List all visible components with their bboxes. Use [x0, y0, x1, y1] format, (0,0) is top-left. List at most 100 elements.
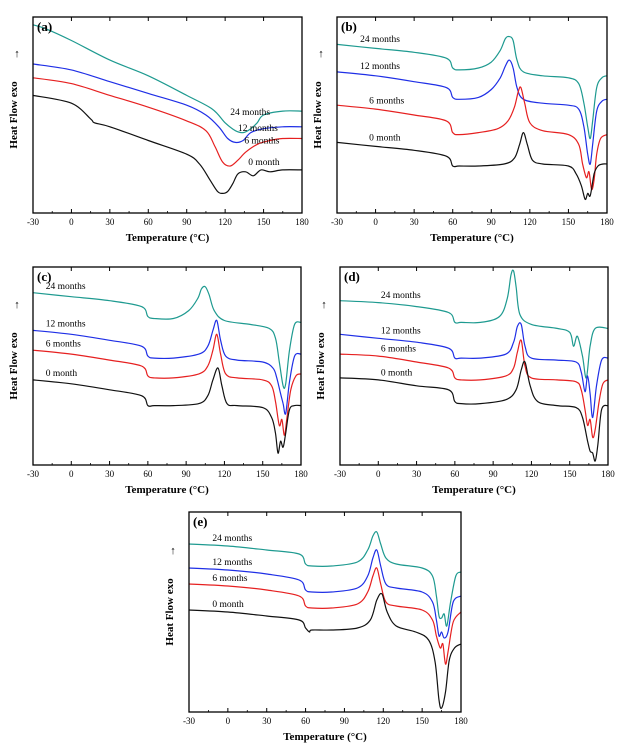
exo-arrow-icon: ↑ [321, 299, 327, 311]
x-axis-title: Temperature (°C) [283, 731, 367, 743]
exo-arrow-icon: ↑ [14, 48, 20, 60]
series-label: 24 months [212, 534, 252, 544]
x-tick-label: 0 [376, 469, 381, 479]
x-tick-label: 30 [105, 217, 115, 227]
x-tick-label: 180 [600, 217, 614, 227]
x-tick-label: 180 [294, 469, 308, 479]
x-tick-label: -30 [331, 217, 343, 227]
series-curve-0-month [32, 367, 302, 454]
exo-arrow-icon: ↑ [170, 545, 176, 557]
x-tick-label: 30 [262, 716, 272, 726]
x-tick-label: 30 [410, 217, 420, 227]
chart-panel-b: 24 months 12 months 6 months 0 month -30 0 30 6… [312, 16, 614, 244]
series-curve-0-month [339, 360, 609, 462]
series-label: 12 months [381, 327, 421, 337]
x-tick-label: 120 [218, 217, 232, 227]
x-tick-label: 90 [489, 469, 499, 479]
series-label: 0 month [46, 369, 78, 379]
series-label: 0 month [248, 158, 280, 168]
x-tick-label: 90 [182, 469, 192, 479]
x-axis-title: Temperature (°C) [125, 484, 209, 496]
x-tick-label: 60 [144, 217, 154, 227]
y-axis-title: Heat Flow exo [164, 578, 176, 646]
series-curve-24-months [336, 35, 608, 140]
x-tick-label: 120 [377, 716, 391, 726]
x-tick-label: 150 [562, 217, 576, 227]
series-curve-6-months [339, 339, 609, 439]
plot-frame [336, 16, 608, 214]
x-tick-label: 0 [226, 716, 231, 726]
x-tick-label: 150 [415, 716, 429, 726]
series-label: 6 months [369, 96, 404, 106]
chart-panel-c: 24 months 12 months 6 months 0 month -30 0 30 6… [8, 266, 308, 496]
x-axis-title: Temperature (°C) [430, 232, 514, 244]
x-tick-label: 180 [295, 217, 309, 227]
panel-label: (a) [37, 19, 52, 34]
panel-label: (d) [344, 269, 360, 284]
series-label: 24 months [360, 35, 400, 45]
series-label: 6 months [381, 344, 416, 354]
series-label: 0 month [381, 368, 413, 378]
series-curve-24-months [188, 531, 462, 627]
series-label: 24 months [46, 282, 86, 292]
x-tick-label: 120 [523, 217, 537, 227]
x-tick-label: 150 [256, 469, 270, 479]
x-tick-label: 90 [340, 716, 350, 726]
exo-arrow-icon: ↑ [318, 48, 324, 60]
panel-label: (c) [37, 269, 51, 284]
series-curve-0-month [32, 94, 303, 195]
y-axis-title: Heat Flow exo [8, 332, 20, 400]
x-tick-label: 60 [448, 217, 458, 227]
x-tick-label: 90 [487, 217, 497, 227]
x-tick-label: 150 [563, 469, 577, 479]
series-label: 6 months [244, 137, 279, 147]
x-tick-label: 30 [105, 469, 115, 479]
y-axis-title: Heat Flow exo [312, 81, 324, 149]
x-tick-label: -30 [27, 469, 39, 479]
x-tick-label: -30 [183, 716, 195, 726]
panel-label: (b) [341, 19, 357, 34]
x-tick-label: -30 [27, 217, 39, 227]
x-axis-title: Temperature (°C) [432, 484, 516, 496]
series-label: 24 months [230, 108, 270, 118]
series-label: 12 months [360, 62, 400, 72]
series-curve-24-months [339, 269, 609, 379]
x-tick-label: 120 [218, 469, 232, 479]
series-label: 0 month [369, 134, 401, 144]
series-curve-0-month [188, 592, 462, 709]
series-curve-12-months [336, 59, 608, 166]
x-tick-label: 0 [69, 469, 74, 479]
chart-panel-d: 24 months 12 months 6 months 0 month -30 0 30 6… [315, 266, 615, 496]
chart-panel-e: 24 months 12 months 6 months 0 month -30 0 30 6… [164, 511, 468, 743]
x-tick-label: 180 [454, 716, 468, 726]
x-tick-label: 60 [450, 469, 460, 479]
x-tick-label: 60 [143, 469, 153, 479]
x-tick-label: 150 [257, 217, 271, 227]
series-label: 0 month [212, 600, 244, 610]
series-curve-12-months [32, 63, 303, 144]
series-curve-12-months [32, 319, 302, 415]
exo-arrow-icon: ↑ [14, 299, 20, 311]
series-label: 12 months [212, 558, 252, 568]
x-tick-label: 60 [301, 716, 311, 726]
series-curve-12-months [188, 549, 462, 639]
series-curve-24-months [32, 285, 302, 389]
x-axis-title: Temperature (°C) [126, 232, 210, 244]
series-curve-0-month [336, 132, 608, 201]
x-tick-label: 0 [69, 217, 74, 227]
y-axis-title: Heat Flow exo [8, 81, 20, 149]
x-tick-label: 30 [412, 469, 422, 479]
x-tick-label: 120 [525, 469, 539, 479]
panel-label: (e) [193, 514, 207, 529]
x-tick-label: 180 [601, 469, 615, 479]
series-curve-6-months [32, 77, 303, 167]
y-axis-title: Heat Flow exo [315, 332, 327, 400]
series-curve-12-months [339, 322, 609, 419]
series-label: 12 months [238, 124, 278, 134]
chart-panel-a: 24 months 12 months 6 months 0 month -30 0 30 6… [8, 16, 309, 244]
series-label: 6 months [212, 574, 247, 584]
series-label: 24 months [381, 291, 421, 301]
x-tick-label: 90 [182, 217, 192, 227]
series-curve-24-months [32, 24, 303, 134]
series-curve-6-months [32, 333, 302, 436]
